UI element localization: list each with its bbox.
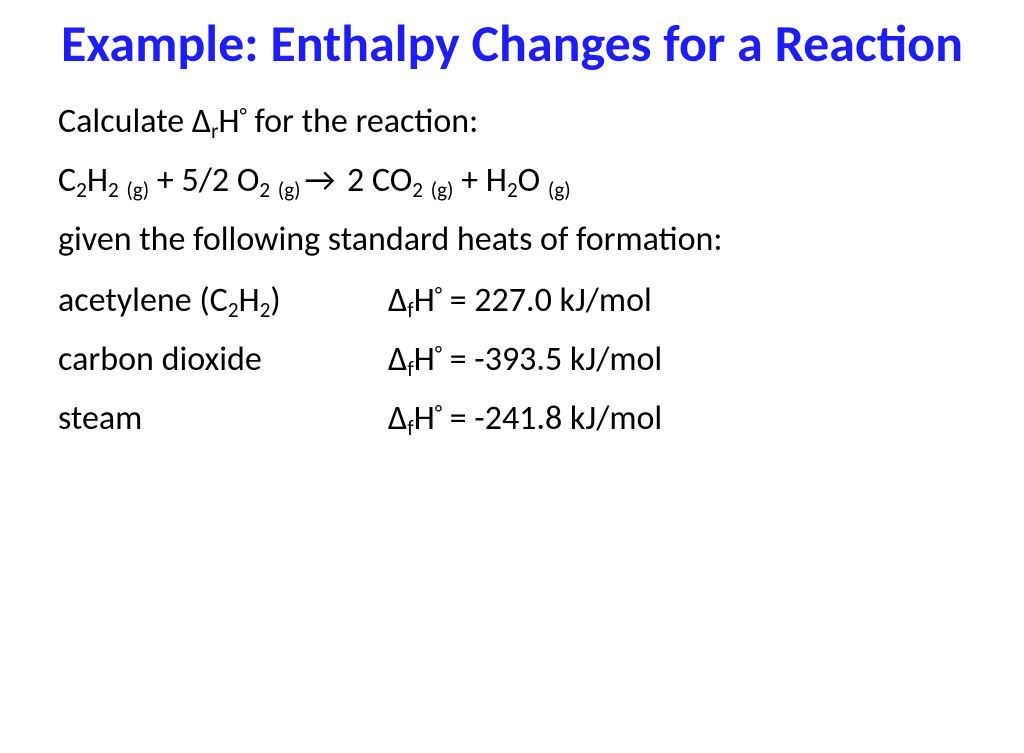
eq-sub: 2 bbox=[108, 177, 119, 203]
compound-label: acetylene (C2H2) bbox=[58, 272, 388, 331]
phase-label: (g) bbox=[126, 177, 149, 203]
eq-text: O bbox=[518, 160, 541, 201]
product-co2: CO2 (g) bbox=[372, 160, 454, 201]
plus-sign: + bbox=[149, 160, 181, 201]
equals-sign: = bbox=[442, 280, 474, 321]
label-text: H bbox=[239, 280, 260, 321]
eq-text: H bbox=[486, 160, 507, 201]
eq-text: O bbox=[237, 160, 260, 201]
eq-text: CO bbox=[372, 160, 412, 201]
coefficient: 2 bbox=[339, 160, 372, 201]
degree-symbol: ° bbox=[435, 341, 442, 367]
given-intro: given the following standard heats of fo… bbox=[58, 214, 966, 267]
phase-label: (g) bbox=[548, 177, 571, 203]
label-text: ) bbox=[270, 280, 280, 321]
eq-sub: 2 bbox=[412, 177, 423, 203]
slide-body: Calculate ΔrH° for the reaction: C2H2 (g… bbox=[58, 96, 966, 448]
eq-sub: 2 bbox=[507, 177, 518, 203]
reaction-equation: C2H2 (g) + 5/2 O2 (g)→ 2 CO2 (g) + H2O (… bbox=[58, 155, 966, 208]
degree-symbol: ° bbox=[435, 399, 442, 425]
value-text: -393.5 kJ/mol bbox=[474, 339, 662, 380]
equals-sign: = bbox=[442, 339, 474, 380]
formation-heats-table: acetylene (C2H2) ΔfH° = 227.0 kJ/mol car… bbox=[58, 272, 662, 448]
label-sub: 2 bbox=[228, 297, 239, 323]
prompt-suffix: for the reaction: bbox=[247, 101, 479, 142]
delta-symbol: Δ bbox=[388, 280, 407, 321]
eq-sub: 2 bbox=[259, 177, 270, 203]
eq-text: H bbox=[87, 160, 108, 201]
delta-symbol: Δ bbox=[192, 101, 211, 142]
compound-label: carbon dioxide bbox=[58, 331, 388, 390]
compound-label: steam bbox=[58, 390, 388, 449]
label-text: C bbox=[210, 280, 228, 321]
plus-sign: + bbox=[453, 160, 485, 201]
table-row: steam ΔfH° = -241.8 kJ/mol bbox=[58, 390, 662, 449]
label-sub: 2 bbox=[260, 297, 271, 323]
slide-title: Example: Enthalpy Changes for a Reaction bbox=[58, 14, 966, 72]
phase-label: (g) bbox=[278, 177, 301, 203]
eq-sub: 2 bbox=[76, 177, 87, 203]
enthalpy-H: H bbox=[414, 398, 435, 439]
enthalpy-value: ΔfH° = 227.0 kJ/mol bbox=[388, 272, 662, 331]
reactant-acetylene: C2H2 (g) bbox=[58, 160, 149, 201]
degree-symbol: ° bbox=[435, 282, 442, 308]
degree-symbol: ° bbox=[240, 103, 247, 129]
reactant-oxygen: O2 (g) bbox=[237, 160, 301, 201]
label-text: acetylene ( bbox=[58, 280, 210, 321]
delta-symbol: Δ bbox=[388, 339, 407, 380]
enthalpy-value: ΔfH° = -393.5 kJ/mol bbox=[388, 331, 662, 390]
coefficient: 5/2 bbox=[182, 160, 237, 201]
arrow-icon: → bbox=[301, 160, 340, 201]
delta-symbol: Δ bbox=[388, 398, 407, 439]
eq-text: C bbox=[58, 160, 76, 201]
value-text: -241.8 kJ/mol bbox=[474, 398, 662, 439]
value-text: 227.0 kJ/mol bbox=[474, 280, 652, 321]
prompt-line: Calculate ΔrH° for the reaction: bbox=[58, 96, 966, 149]
table-row: carbon dioxide ΔfH° = -393.5 kJ/mol bbox=[58, 331, 662, 390]
enthalpy-H: H bbox=[218, 101, 239, 142]
equals-sign: = bbox=[442, 398, 474, 439]
product-water: H2O (g) bbox=[486, 160, 571, 201]
enthalpy-H: H bbox=[414, 280, 435, 321]
phase-label: (g) bbox=[431, 177, 454, 203]
prompt-prefix: Calculate bbox=[58, 101, 192, 142]
slide: Example: Enthalpy Changes for a Reaction… bbox=[0, 0, 1024, 753]
enthalpy-value: ΔfH° = -241.8 kJ/mol bbox=[388, 390, 662, 449]
table-row: acetylene (C2H2) ΔfH° = 227.0 kJ/mol bbox=[58, 272, 662, 331]
enthalpy-H: H bbox=[414, 339, 435, 380]
